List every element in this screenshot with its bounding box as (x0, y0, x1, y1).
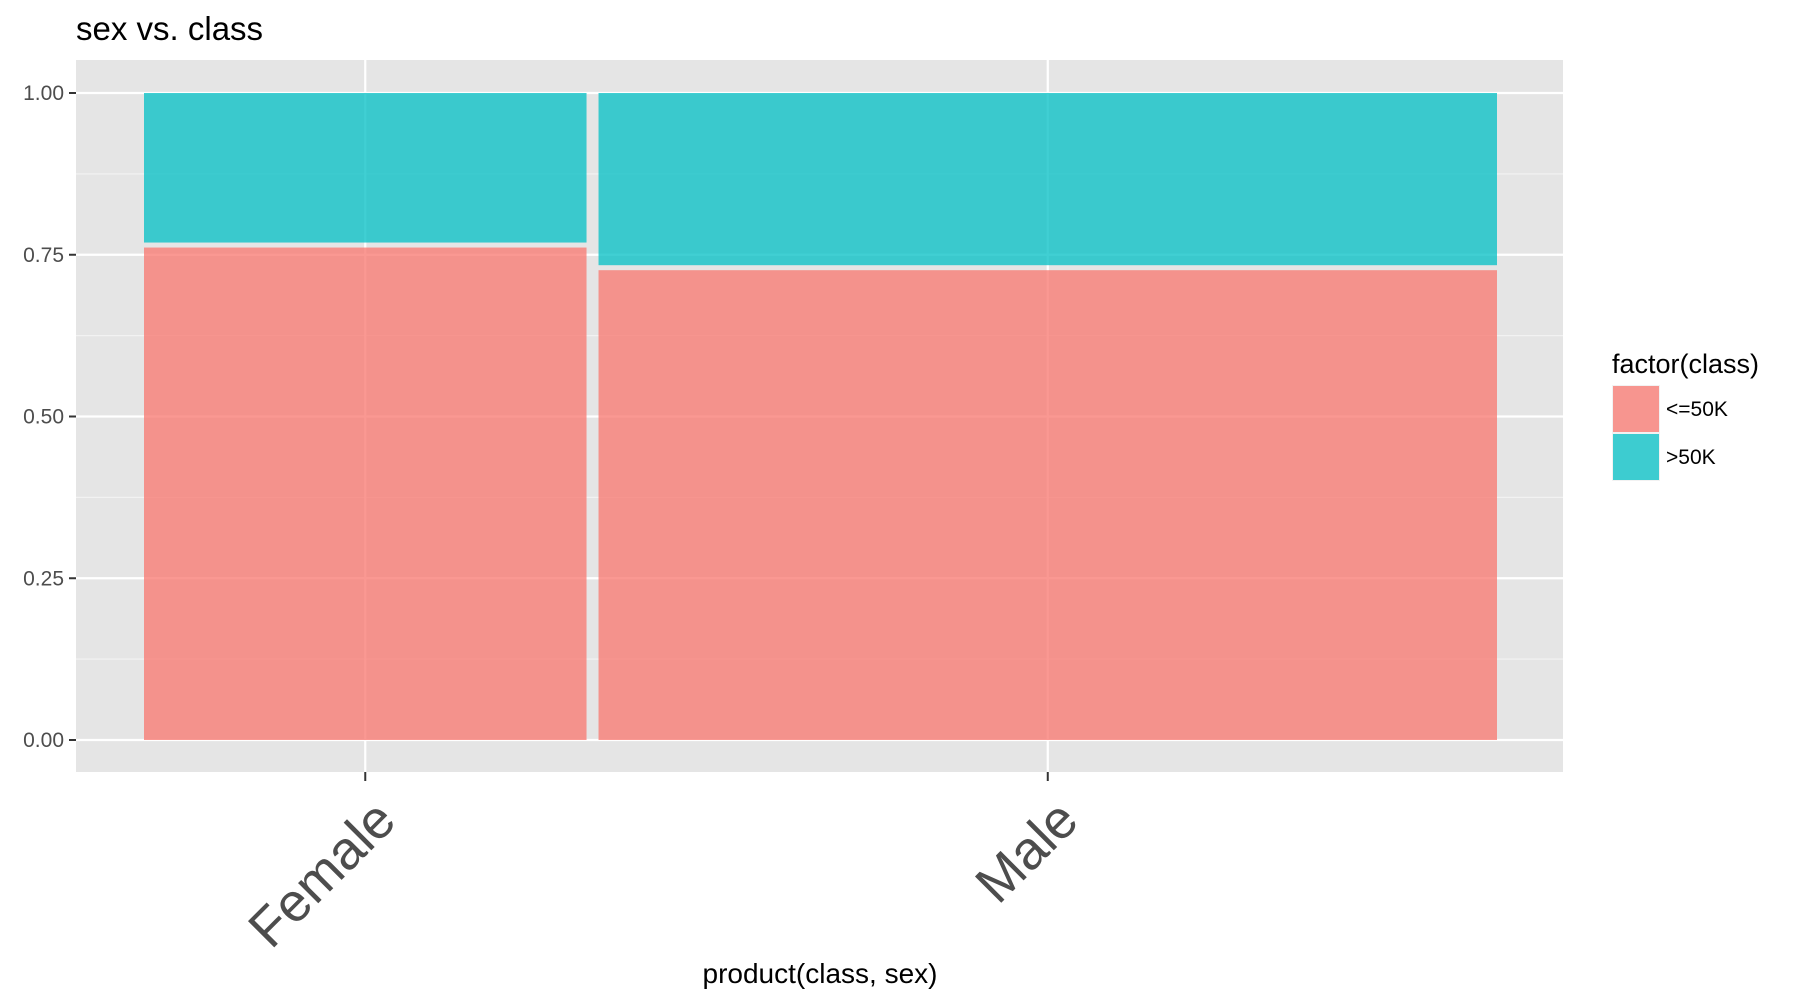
y-tick-label: 1.00 (23, 82, 64, 105)
y-tick-label: 0.75 (23, 244, 64, 267)
y-tick-label: 0.25 (23, 567, 64, 590)
bar-male-le50k (598, 270, 1497, 740)
legend-title: factor(class) (1612, 349, 1759, 379)
x-axis: Female Male (237, 772, 1089, 959)
bar-female-gt50k (144, 93, 587, 243)
chart-title: sex vs. class (76, 10, 263, 47)
legend-key-swatch (1613, 434, 1659, 480)
legend: factor(class) <=50K >50K (1612, 349, 1759, 481)
y-axis: 0.00 0.25 0.50 0.75 1.00 (23, 82, 76, 752)
y-tick-label: 0.50 (23, 406, 64, 429)
x-tick-label: Female (237, 789, 407, 959)
legend-key-swatch (1613, 386, 1659, 432)
bar-female-le50k (144, 247, 587, 741)
legend-label: >50K (1666, 446, 1716, 469)
bar-male-gt50k (598, 93, 1497, 266)
x-tick-label: Male (964, 789, 1089, 914)
y-tick-label: 0.00 (23, 729, 64, 752)
bars (144, 93, 1497, 741)
legend-label: <=50K (1666, 398, 1728, 421)
x-axis-title: product(class, sex) (703, 958, 938, 989)
